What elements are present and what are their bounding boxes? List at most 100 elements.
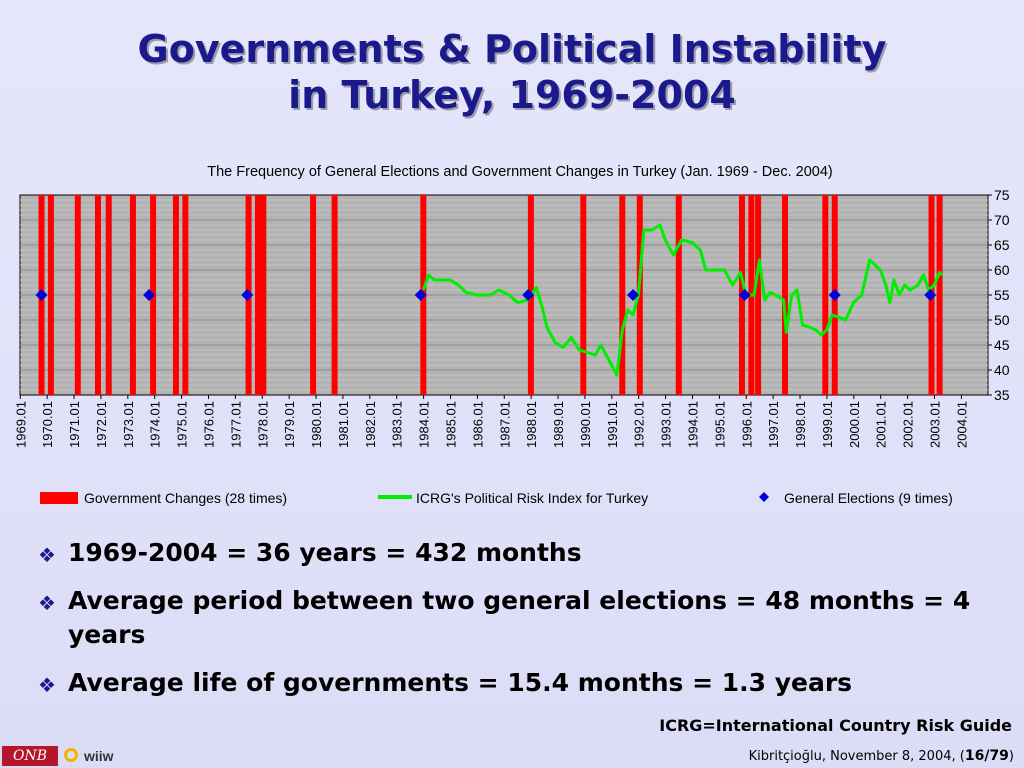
election-marker <box>35 289 48 301</box>
bullet-list: ❖ 1969-2004 = 36 years = 432 months ❖ Av… <box>38 536 1018 714</box>
y-tick-label: 70 <box>994 212 1010 228</box>
x-tick-label: 1975.01 <box>175 401 190 448</box>
y-tick-label: 65 <box>994 237 1010 253</box>
general-election-markers <box>35 289 937 301</box>
election-marker <box>924 289 937 301</box>
y-tick-label: 40 <box>994 362 1010 378</box>
x-tick-label: 1980.01 <box>309 401 324 448</box>
wiiw-logo: wiiw <box>84 748 114 764</box>
government-change-bar <box>619 195 626 395</box>
legend: Government Changes (28 times) ICRG's Pol… <box>40 490 953 506</box>
bullet-text-1: 1969-2004 = 36 years = 432 months <box>68 538 582 567</box>
government-change-bar <box>74 195 81 395</box>
x-tick-label: 1970.01 <box>40 401 55 448</box>
bullet-diamond-icon: ❖ <box>38 591 56 615</box>
government-change-bar <box>182 195 189 395</box>
x-tick-label: 1979.01 <box>282 401 297 448</box>
x-tick-label: 1998.01 <box>793 401 808 448</box>
credit-close: ) <box>1008 749 1014 764</box>
election-marker <box>828 289 841 301</box>
election-marker <box>522 289 535 301</box>
x-tick-label: 1984.01 <box>417 401 432 448</box>
legend-government-swatch <box>40 492 78 504</box>
x-tick-label: 1999.01 <box>820 401 835 448</box>
title-line-1: Governments & Political Instability <box>137 27 887 71</box>
government-change-bar <box>675 195 682 395</box>
chart-title: The Frequency of General Elections and G… <box>207 164 832 180</box>
y-tick-label: 50 <box>994 312 1010 328</box>
x-tick-label: 1994.01 <box>685 401 700 448</box>
x-tick-label: 1997.01 <box>766 401 781 448</box>
x-tick-label: 1981.01 <box>336 401 351 448</box>
x-tick-label: 1982.01 <box>363 401 378 448</box>
x-tick-label: 1972.01 <box>94 401 109 448</box>
x-tick-label: 1973.01 <box>121 401 136 448</box>
slide-credit: Kibritçioğlu, November 8, 2004, (16/79) <box>749 748 1014 764</box>
slide-title: Governments & Political Instability in T… <box>0 26 1024 118</box>
x-tick-label: 1988.01 <box>524 401 539 448</box>
y-tick-label: 45 <box>994 337 1010 353</box>
election-marker <box>738 289 751 301</box>
x-tick-label: 1971.01 <box>67 401 82 448</box>
x-tick-label: 2003.01 <box>927 401 942 448</box>
government-change-bar <box>936 195 943 395</box>
government-change-bar <box>94 195 101 395</box>
legend-election-label: General Elections (9 times) <box>784 490 953 506</box>
x-tick-label: 1985.01 <box>443 401 458 448</box>
risk-index-line <box>421 223 944 377</box>
x-tick-label: 1993.01 <box>659 401 674 448</box>
government-change-bar <box>254 195 261 395</box>
x-tick-label: 1983.01 <box>390 401 405 448</box>
x-tick-label: 1992.01 <box>632 401 647 448</box>
government-change-bar <box>781 195 788 395</box>
x-tick-label: 1969.01 <box>13 401 28 448</box>
x-tick-label: 1990.01 <box>578 401 593 448</box>
x-tick-label: 1989.01 <box>551 401 566 448</box>
y-axis-ticks: 35 40 45 50 55 60 65 70 75 <box>988 187 1010 403</box>
x-tick-label: 1976.01 <box>201 401 216 448</box>
x-tick-label: 2004.01 <box>954 401 969 448</box>
title-line-2: in Turkey, 1969-2004 <box>288 73 736 117</box>
legend-risk-label: ICRG's Political Risk Index for Turkey <box>416 490 648 506</box>
bullet-diamond-icon: ❖ <box>38 543 56 567</box>
x-tick-label: 1991.01 <box>605 401 620 448</box>
government-change-bar <box>822 195 829 395</box>
government-change-bar <box>580 195 587 395</box>
election-marker <box>143 289 156 301</box>
y-tick-label: 55 <box>994 287 1010 303</box>
x-tick-label: 1977.01 <box>228 401 243 448</box>
footnote: ICRG=International Country Risk Guide <box>659 716 1012 735</box>
x-tick-label: 1996.01 <box>739 401 754 448</box>
legend-election-swatch <box>759 492 769 502</box>
bullet-text-3: Average life of governments = 15.4 month… <box>68 668 853 697</box>
y-tick-label: 75 <box>994 187 1010 203</box>
wiiw-logo-icon <box>64 748 78 762</box>
y-tick-label: 60 <box>994 262 1010 278</box>
x-tick-label: 2002.01 <box>901 401 916 448</box>
bullet-diamond-icon: ❖ <box>38 673 56 697</box>
x-tick-label: 1995.01 <box>712 401 727 448</box>
credit-text: Kibritçioğlu, November 8, 2004, ( <box>748 749 965 764</box>
chart: The Frequency of General Elections and G… <box>13 164 1010 506</box>
x-tick-label: 1986.01 <box>470 401 485 448</box>
x-axis-ticks: 1969.01 1970.01 1971.01 1972.01 1973.01 1974.… <box>13 395 969 448</box>
government-change-bar <box>310 195 317 395</box>
x-tick-label: 1978.01 <box>255 401 270 448</box>
bullet-item-3: ❖ Average life of governments = 15.4 mon… <box>38 666 1018 700</box>
plot-area <box>19 194 989 396</box>
government-change-bar <box>129 195 136 395</box>
x-tick-label: 2001.01 <box>874 401 889 448</box>
bullet-item-1: ❖ 1969-2004 = 36 years = 432 months <box>38 536 1018 570</box>
election-marker <box>241 289 254 301</box>
x-tick-label: 1987.01 <box>497 401 512 448</box>
y-tick-label: 35 <box>994 387 1010 403</box>
legend-government-label: Government Changes (28 times) <box>84 490 287 506</box>
government-change-bar <box>331 195 338 395</box>
onb-logo: ONB <box>2 746 58 766</box>
x-tick-label: 2000.01 <box>847 401 862 448</box>
government-change-bar <box>172 195 179 395</box>
government-change-bar <box>47 195 54 395</box>
government-change-bar <box>755 195 762 395</box>
bullet-item-2: ❖ Average period between two general ele… <box>38 584 1018 652</box>
x-tick-label: 1974.01 <box>148 401 163 448</box>
